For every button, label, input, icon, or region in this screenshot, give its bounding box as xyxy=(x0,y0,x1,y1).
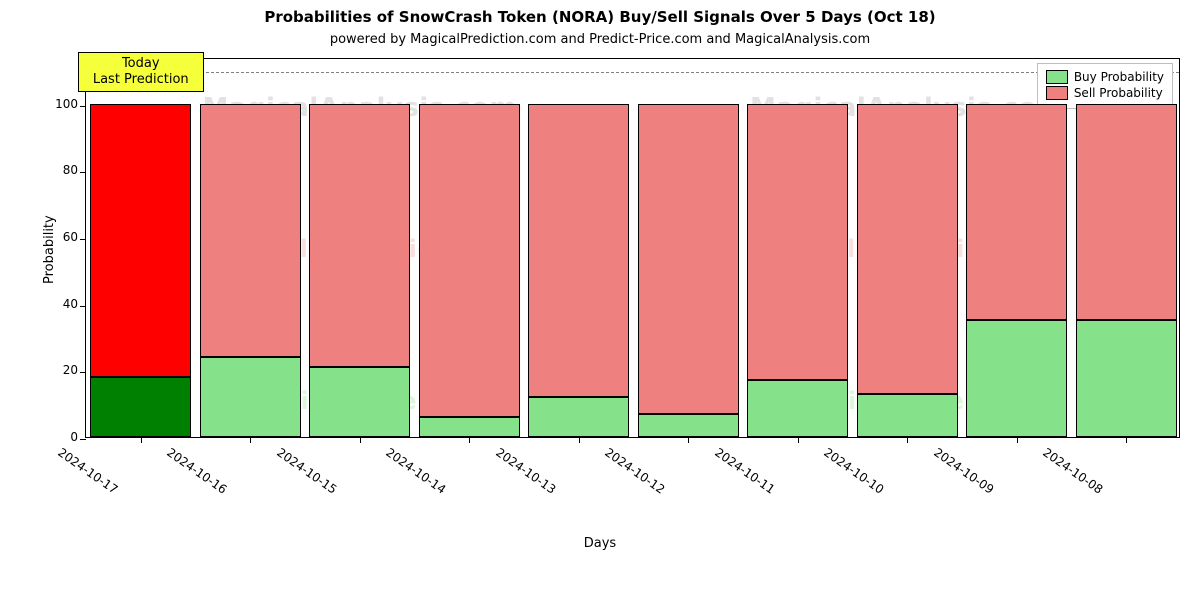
xtick-label: 2024-10-15 xyxy=(274,437,345,497)
sell-bar xyxy=(309,104,410,367)
buy-bar xyxy=(309,367,410,437)
ytick-mark xyxy=(80,306,86,307)
y-axis-label: Probability xyxy=(42,215,57,284)
ytick-mark xyxy=(80,239,86,240)
xtick-label: 2024-10-13 xyxy=(493,437,564,497)
xtick-label: 2024-10-08 xyxy=(1040,437,1111,497)
plot-area-inner: MagicalAnalysis.com MagicalAnalysis.com … xyxy=(86,59,1179,437)
sell-bar xyxy=(1076,104,1177,321)
sell-bar xyxy=(747,104,848,381)
bar-group xyxy=(638,57,739,437)
bar-group xyxy=(747,57,848,437)
xtick-label: 2024-10-16 xyxy=(164,437,235,497)
sell-bar xyxy=(528,104,629,397)
ytick-label: 80 xyxy=(63,163,86,177)
sell-bar xyxy=(200,104,301,357)
xtick-mark xyxy=(798,437,799,443)
buy-bar xyxy=(747,380,848,437)
bar-group xyxy=(528,57,629,437)
plot-area: MagicalAnalysis.com MagicalAnalysis.com … xyxy=(85,58,1180,438)
ytick-label: 60 xyxy=(63,230,86,244)
xtick-mark xyxy=(688,437,689,443)
x-axis-label: Days xyxy=(0,536,1200,551)
sell-bar xyxy=(966,104,1067,321)
xtick-mark xyxy=(579,437,580,443)
sell-bar xyxy=(419,104,520,417)
sell-bar xyxy=(857,104,958,394)
ytick-mark xyxy=(80,172,86,173)
xtick-label: 2024-10-17 xyxy=(55,437,126,497)
bar-group xyxy=(200,57,301,437)
bar-group xyxy=(1076,57,1177,437)
buy-bar xyxy=(1076,320,1177,437)
ytick-label: 20 xyxy=(63,363,86,377)
xtick-mark xyxy=(250,437,251,443)
chart-title: Probabilities of SnowCrash Token (NORA) … xyxy=(0,8,1200,26)
bar-group xyxy=(419,57,520,437)
ytick-mark xyxy=(80,439,86,440)
xtick-mark xyxy=(469,437,470,443)
figure: Probabilities of SnowCrash Token (NORA) … xyxy=(0,0,1200,600)
ytick-label: 100 xyxy=(55,97,86,111)
buy-bar xyxy=(528,397,629,437)
ytick-mark xyxy=(80,106,86,107)
xtick-label: 2024-10-09 xyxy=(931,437,1002,497)
ytick-mark xyxy=(80,372,86,373)
bar-group xyxy=(966,57,1067,437)
bar-group xyxy=(90,57,191,437)
bar-group xyxy=(857,57,958,437)
xtick-label: 2024-10-12 xyxy=(602,437,673,497)
buy-bar xyxy=(90,377,191,437)
xtick-mark xyxy=(907,437,908,443)
xtick-label: 2024-10-14 xyxy=(383,437,454,497)
xtick-mark xyxy=(1017,437,1018,443)
xtick-mark xyxy=(1126,437,1127,443)
sell-bar xyxy=(90,104,191,377)
buy-bar xyxy=(638,414,739,437)
xtick-mark xyxy=(360,437,361,443)
buy-bar xyxy=(419,417,520,437)
buy-bar xyxy=(200,357,301,437)
buy-bar xyxy=(857,394,958,437)
xtick-label: 2024-10-10 xyxy=(821,437,892,497)
xtick-mark xyxy=(141,437,142,443)
xtick-label: 2024-10-11 xyxy=(712,437,783,497)
bar-group xyxy=(309,57,410,437)
sell-bar xyxy=(638,104,739,414)
chart-subtitle: powered by MagicalPrediction.com and Pre… xyxy=(0,32,1200,47)
ytick-label: 40 xyxy=(63,297,86,311)
buy-bar xyxy=(966,320,1067,437)
